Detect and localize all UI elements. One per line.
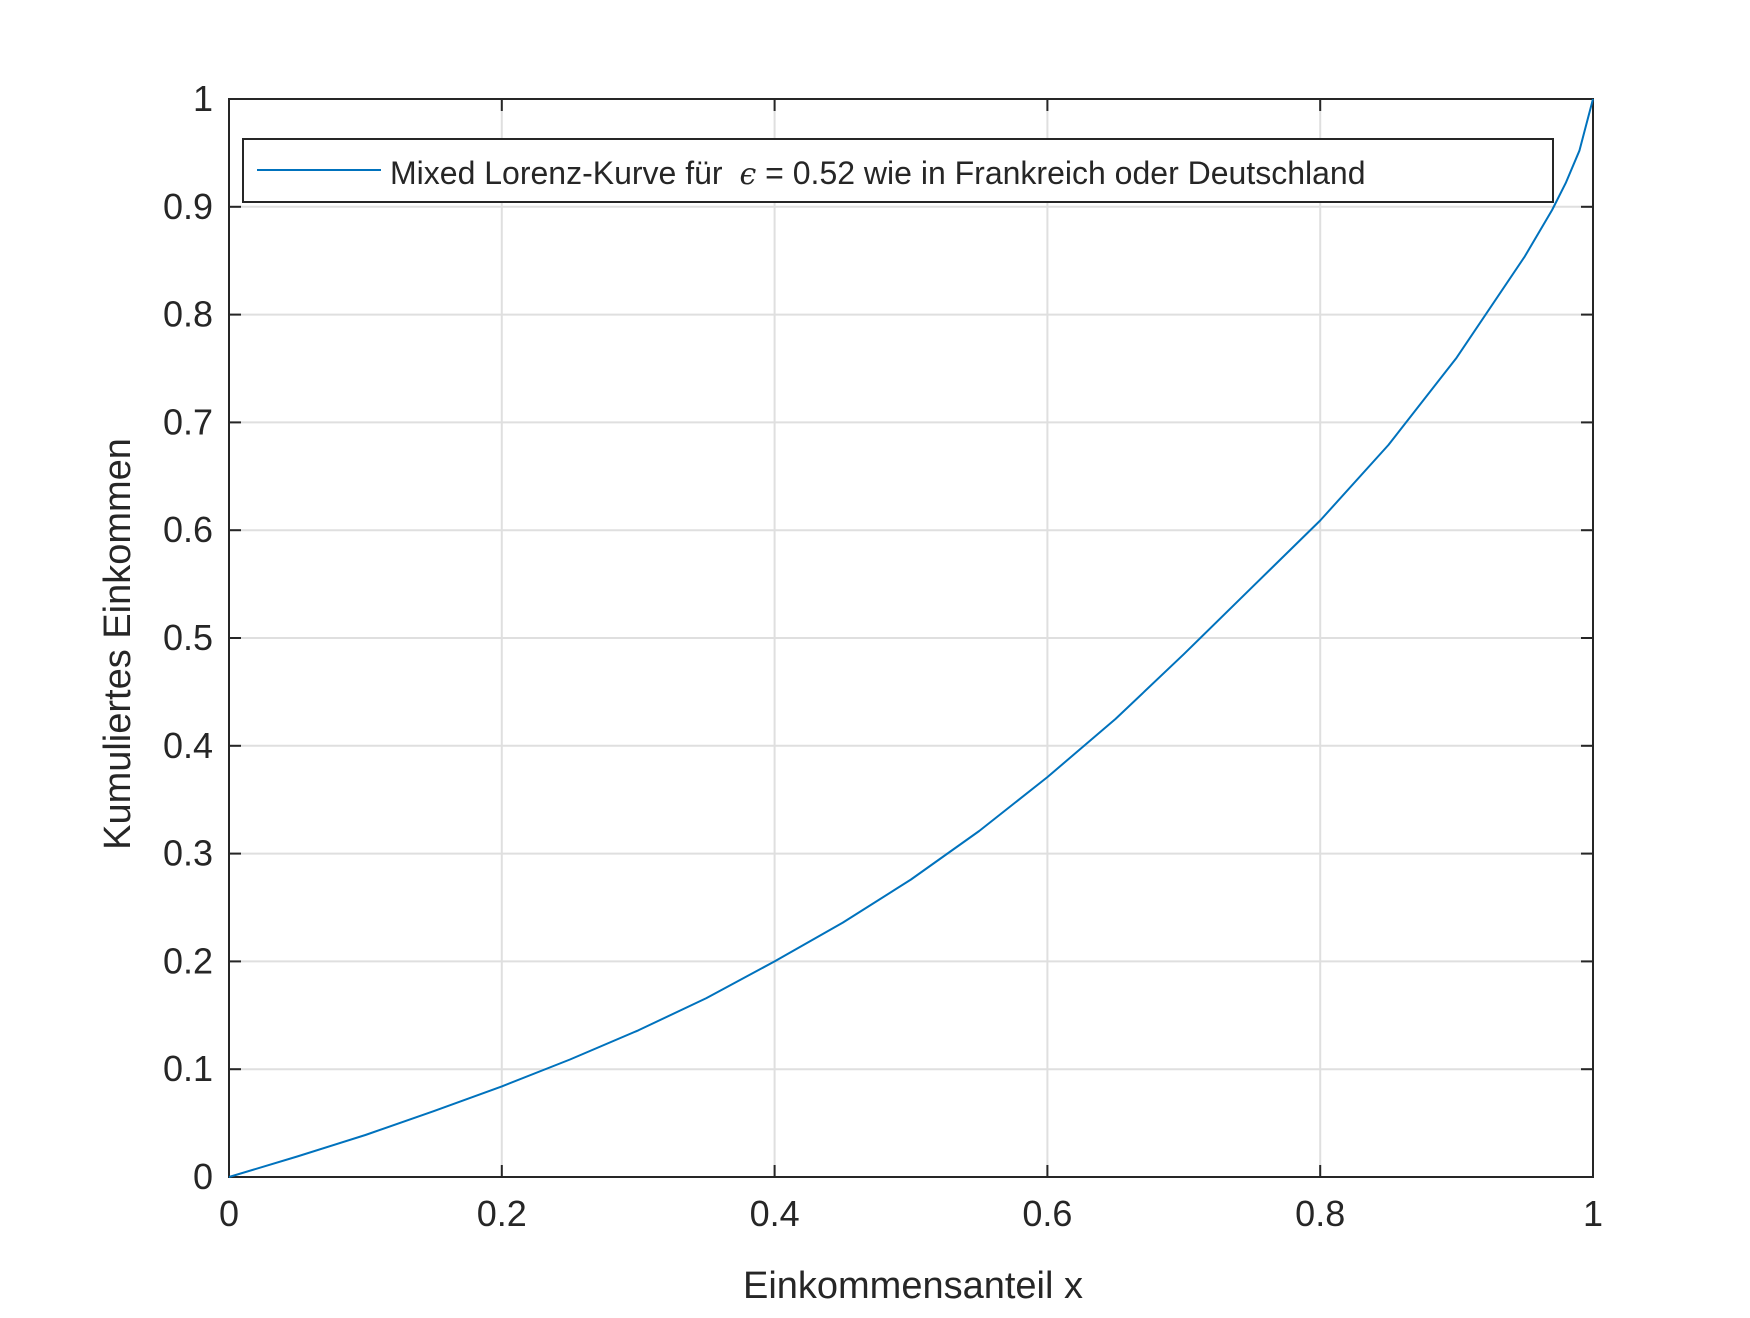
x-tick-label: 0.2 [477, 1193, 527, 1234]
legend-entry: Mixed Lorenz-Kurve für ϵ = 0.52 wie in F… [390, 155, 1366, 192]
y-tick-label: 0.5 [163, 617, 213, 658]
y-tick-label: 0.6 [163, 509, 213, 550]
legend-prefix: Mixed Lorenz-Kurve für [390, 155, 731, 191]
axes [228, 98, 1594, 1178]
y-tick-label: 0.7 [163, 401, 213, 442]
y-tick-label: 0.9 [163, 186, 213, 227]
y-tick-label: 0.1 [163, 1048, 213, 1089]
x-axis-label: Einkommensanteil x [743, 1265, 1083, 1307]
series-layer [228, 98, 1594, 1178]
y-tick-label: 0 [193, 1156, 213, 1197]
plot-area-frame [228, 98, 1594, 1178]
x-tick-label: 0.6 [1022, 1193, 1072, 1234]
lorenz-curve-line [228, 98, 1594, 1178]
x-tick-label: 0.8 [1295, 1193, 1345, 1234]
y-tick-label: 1 [193, 78, 213, 119]
grid [229, 99, 1593, 1177]
legend-epsilon-symbol: ϵ [739, 157, 756, 192]
legend: Mixed Lorenz-Kurve für ϵ = 0.52 wie in F… [242, 138, 1554, 203]
y-tick-label: 0.8 [163, 294, 213, 335]
x-tick-label: 1 [1583, 1193, 1603, 1234]
legend-suffix: = 0.52 wie in Frankreich oder Deutschlan… [756, 155, 1365, 191]
x-tick-label: 0 [219, 1193, 239, 1234]
y-tick-label: 0.3 [163, 833, 213, 874]
tick-labels: 0 0.2 0.4 0.6 0.8 1 0 0.1 0.2 0.3 0.4 0.5 0.6 0.7 0.8 0… [163, 78, 1603, 1234]
x-tick-label: 0.4 [750, 1193, 800, 1234]
y-tick-label: 0.2 [163, 940, 213, 981]
legend-box [242, 138, 1554, 203]
y-axis-label: Kumuliertes Einkommen [97, 438, 139, 850]
y-tick-label: 0.4 [163, 725, 213, 766]
